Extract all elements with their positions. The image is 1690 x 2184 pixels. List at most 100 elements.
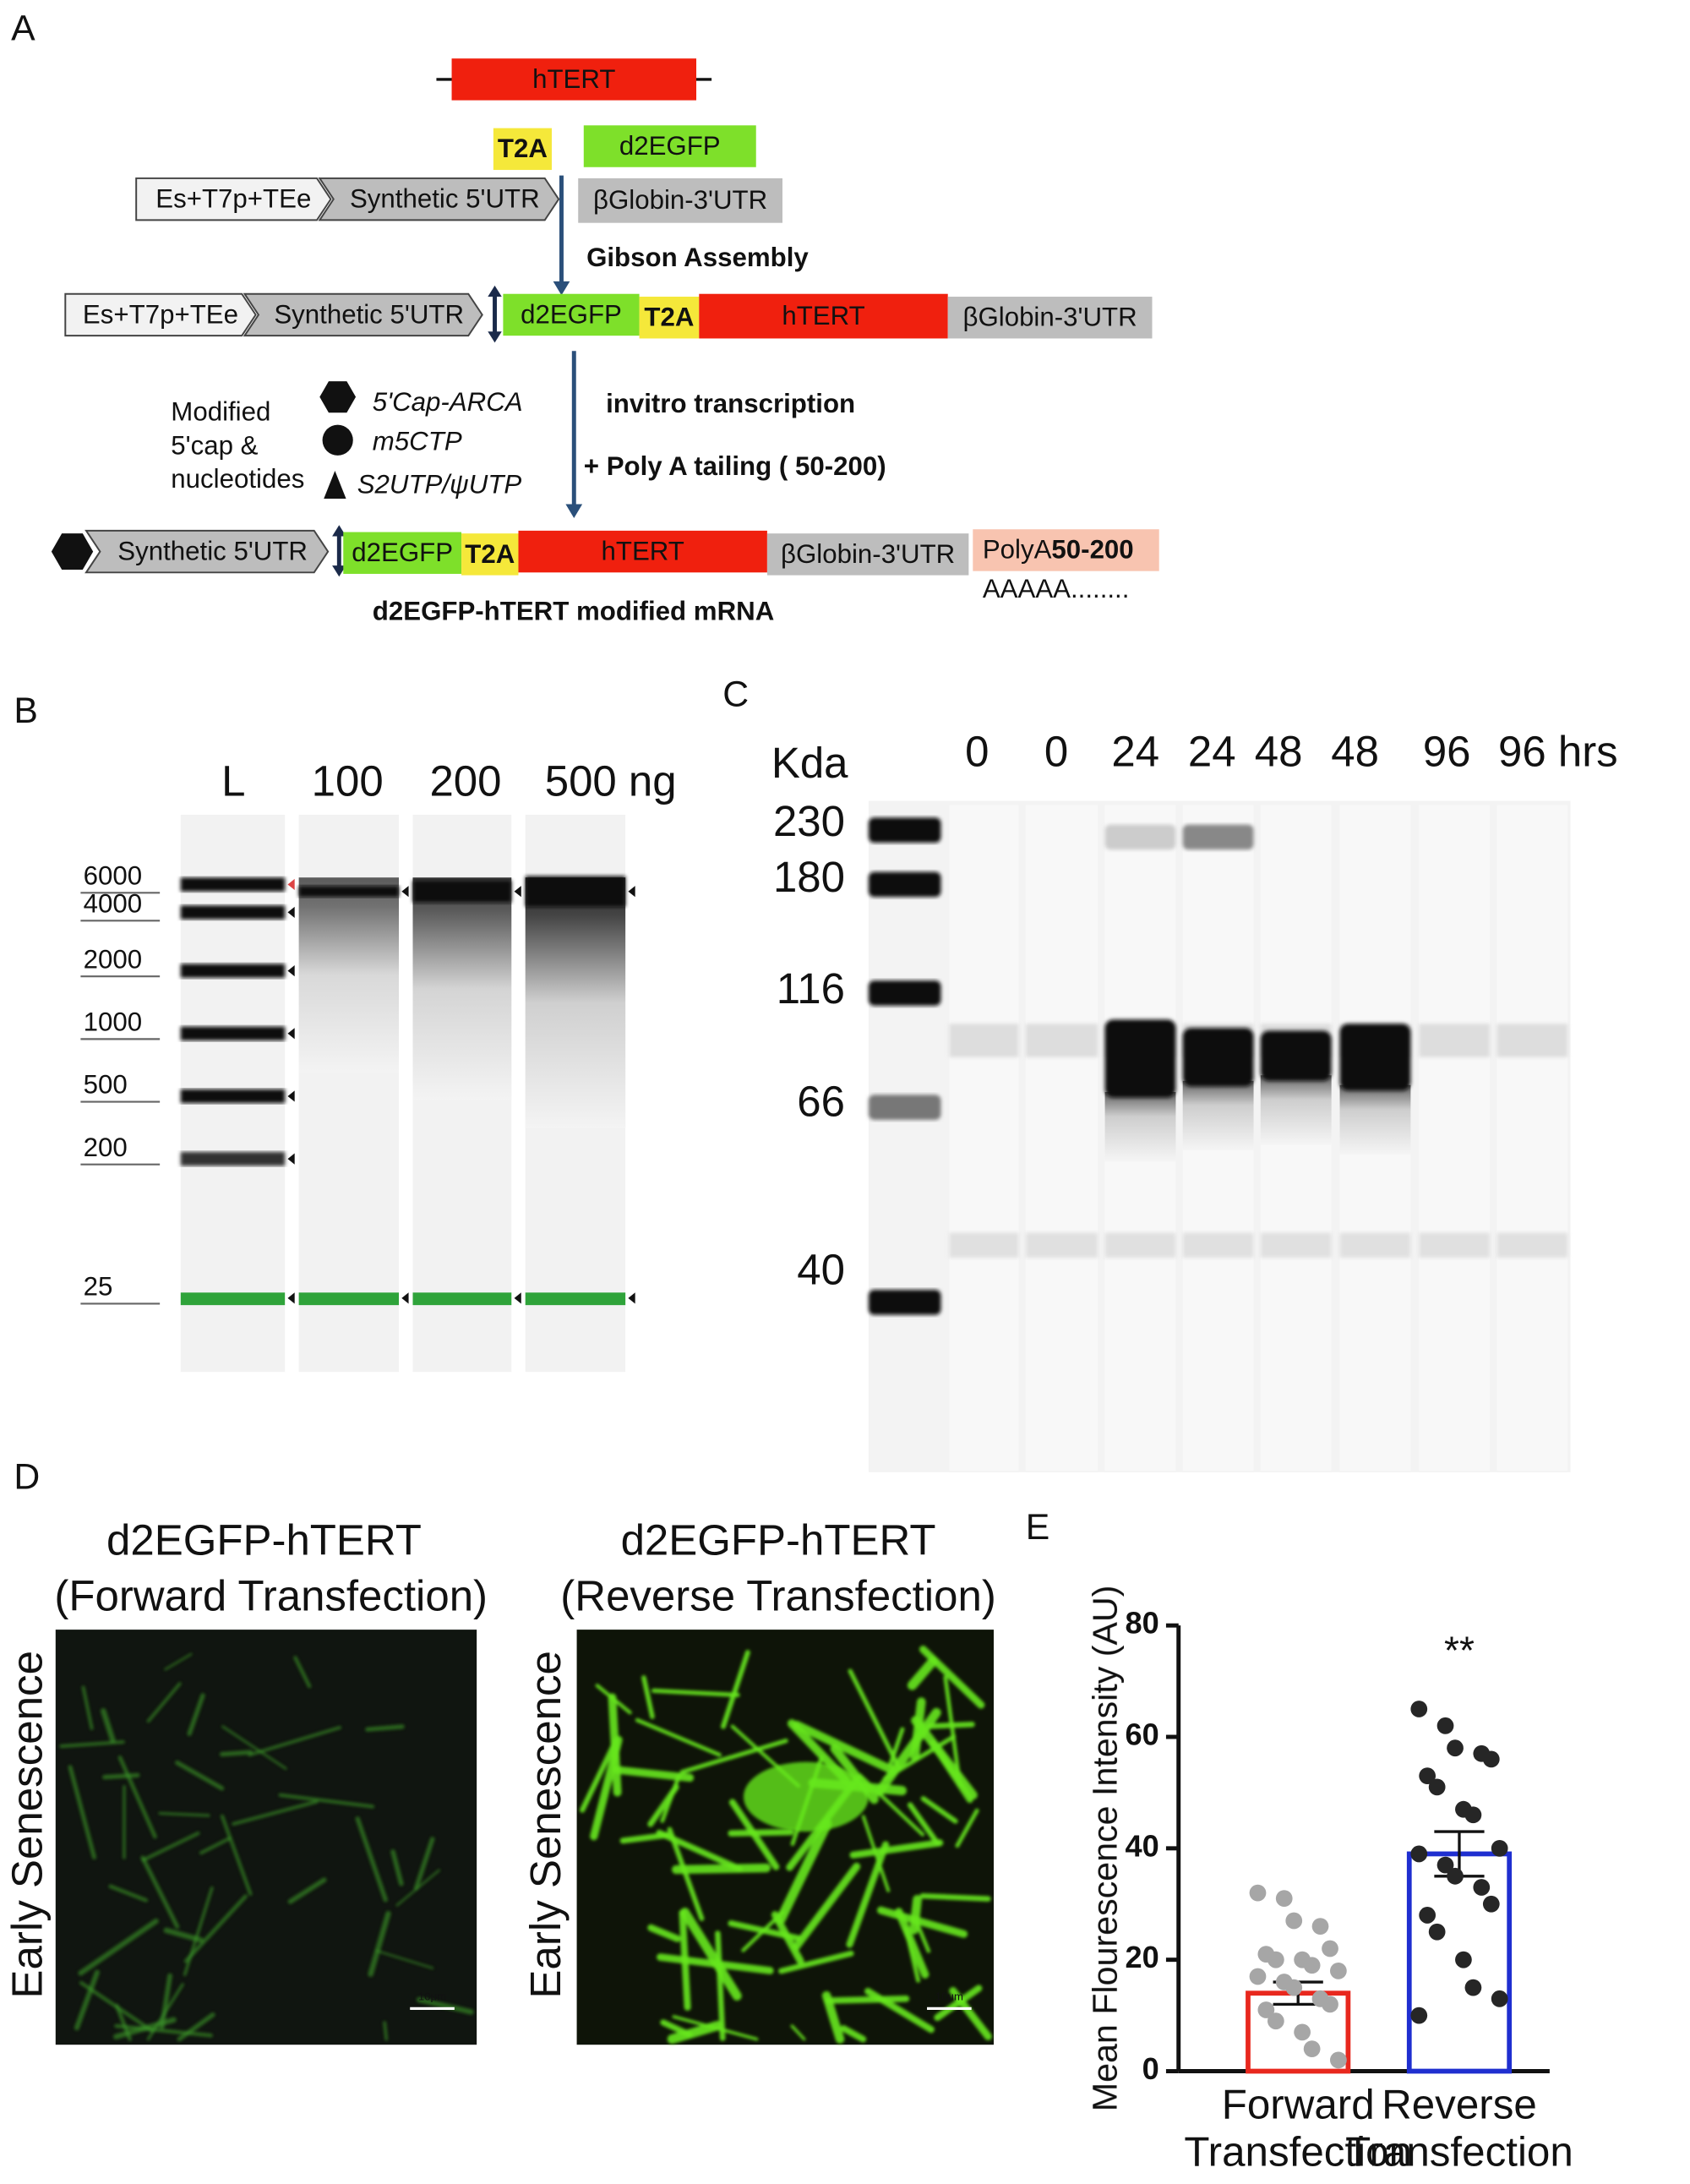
band-pointer — [401, 886, 409, 898]
lane-label: L — [221, 756, 245, 805]
t2a-box — [461, 533, 519, 576]
t2a-box — [639, 297, 700, 339]
band-pointer — [287, 965, 295, 977]
cell — [248, 1726, 341, 1757]
unit-label: Kda — [771, 739, 848, 787]
cell — [926, 1721, 975, 1729]
lane-label: 24 — [1188, 728, 1236, 776]
htert-band — [1104, 824, 1176, 850]
data-point — [1322, 1940, 1338, 1957]
data-point — [1473, 1879, 1491, 1896]
lane-label: 24 — [1111, 728, 1159, 776]
data-point — [1419, 1767, 1436, 1785]
htert-box — [518, 530, 767, 573]
data-point — [1464, 1806, 1482, 1824]
faint-band — [1025, 1024, 1098, 1057]
significance: ** — [1444, 1628, 1475, 1672]
cell — [219, 1750, 253, 1757]
cell — [293, 1656, 312, 1689]
cell — [365, 1724, 405, 1732]
faint-band — [1496, 1232, 1568, 1259]
marker-label: 116 — [777, 964, 845, 1013]
x-tick-label-box: Reverse Transfection — [1345, 2083, 1573, 2176]
cell — [59, 1739, 125, 1749]
data-point — [1491, 1839, 1508, 1857]
smear — [1104, 1092, 1176, 1162]
faint-band — [1419, 1232, 1491, 1259]
t2a-box-text: T2A — [644, 303, 694, 332]
cell — [158, 1811, 210, 1817]
cell — [778, 1950, 854, 1974]
marker-band — [412, 1292, 512, 1306]
data-point — [1491, 1990, 1508, 2007]
lane-label: 0 — [965, 728, 989, 776]
arrow-head — [565, 504, 583, 519]
cell — [146, 1682, 182, 1723]
polya-box — [973, 529, 1159, 571]
faint-band — [1104, 1232, 1176, 1259]
marker-band — [525, 1292, 626, 1306]
mod-text: Modified — [171, 397, 270, 427]
arrow-head — [488, 285, 502, 298]
data-point — [1268, 1951, 1284, 1968]
d2egfp-box — [503, 293, 640, 336]
cell — [840, 2025, 867, 2043]
promoter-text: Es+T7p+TEe — [83, 299, 238, 329]
cell — [849, 1839, 944, 1859]
arrow-head — [488, 331, 502, 343]
band-pointer — [514, 886, 521, 898]
rna-band — [298, 886, 400, 898]
band-pointer — [287, 878, 295, 891]
utr5 — [318, 177, 560, 221]
lane-label: 100 — [312, 756, 384, 805]
data-point — [1257, 2001, 1275, 2018]
cell — [613, 1766, 695, 1782]
cell — [595, 1684, 632, 1715]
cell — [140, 1855, 180, 1930]
data-point — [1410, 2007, 1428, 2024]
t2a-box-text: T2A — [498, 134, 548, 163]
faint-band — [1339, 1232, 1411, 1259]
data-point — [1330, 1962, 1347, 1979]
rna-band — [412, 880, 512, 903]
cell — [679, 1739, 788, 1775]
cell — [81, 1685, 94, 1730]
cell — [117, 1755, 157, 1839]
cell — [390, 1849, 404, 1886]
data-point — [1455, 1951, 1472, 1968]
utr5 — [84, 529, 330, 574]
cell — [903, 1926, 921, 1983]
utr5 — [243, 292, 483, 337]
panel-label: B — [14, 691, 38, 731]
faint-band — [949, 1232, 1019, 1259]
smear — [525, 877, 626, 1128]
lane-label: 96 — [1423, 728, 1471, 776]
cell — [163, 1927, 204, 1943]
promoter — [135, 177, 332, 221]
row-label: Early Senescence — [3, 1651, 52, 1999]
marker-label: 66 — [797, 1077, 845, 1125]
utr3-box-text: βGlobin-3'UTR — [781, 539, 955, 569]
band-pointer — [628, 886, 635, 898]
cell — [919, 1645, 985, 1709]
cell — [355, 1816, 388, 1903]
data-point — [1447, 1739, 1464, 1757]
cell-cluster — [743, 1761, 869, 1832]
htert-band — [1182, 824, 1254, 850]
cell — [141, 1832, 200, 1862]
d2egfp-box-text: d2EGFP — [352, 538, 453, 567]
polya-label: PolyA — [983, 535, 1052, 565]
htert-box — [451, 58, 697, 101]
cell — [647, 1783, 679, 1827]
lane-label: 48 — [1255, 728, 1303, 776]
cell — [882, 1734, 957, 1781]
data-point — [1303, 2040, 1321, 2058]
cell — [68, 1765, 96, 1859]
d2egfp-box — [583, 125, 756, 167]
cell — [861, 1815, 891, 1892]
micrograph — [55, 1630, 477, 2045]
ladder-band — [868, 1095, 941, 1120]
ladder-label: 6000 — [84, 860, 142, 890]
ladder-band — [180, 877, 286, 892]
cell — [647, 1924, 681, 1942]
